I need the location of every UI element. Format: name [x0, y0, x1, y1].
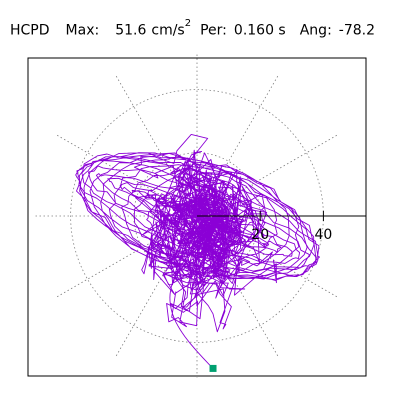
per-label: Per: [200, 22, 227, 39]
max-value: 51.6 [115, 22, 147, 39]
end-marker [209, 364, 217, 372]
max-unit: cm/s [151, 22, 185, 39]
station-label: HCPD [10, 22, 50, 39]
per-value: 0.160 s [233, 22, 286, 39]
axis-tick-label-20: 20 [251, 227, 269, 243]
end-marker-layer [209, 364, 217, 372]
max-unit-exponent: 2 [184, 18, 192, 29]
ang-value: -78.2 [338, 22, 376, 39]
chart-header: HCPD Max: 51.6 cm/s2 Per: 0.160 s Ang: -78.2 [10, 16, 395, 39]
radial-axis: 20 40 [197, 211, 366, 243]
orbit-trace [75, 133, 320, 369]
max-label: Max: [65, 22, 100, 39]
axis-tick-label-40: 40 [314, 227, 332, 243]
ang-label: Ang: [299, 22, 332, 39]
orbit-path [75, 133, 320, 369]
